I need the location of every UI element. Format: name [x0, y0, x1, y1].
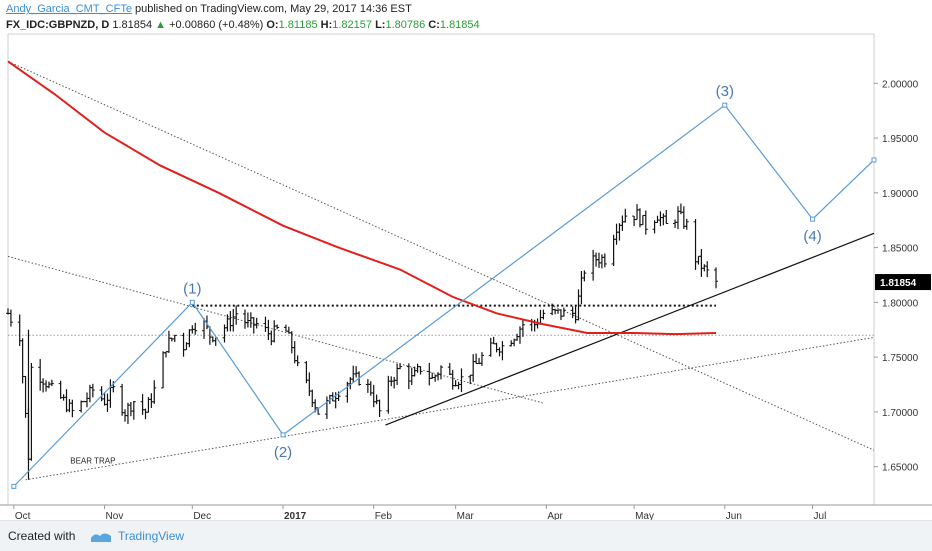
trendline — [25, 336, 875, 481]
wave-count-path — [13, 104, 875, 487]
trendline — [7, 255, 544, 404]
change-value: +0.00860 (+0.48%) — [169, 19, 264, 31]
x-tick-label: Nov — [106, 511, 124, 520]
chart-header: Andy_Garcia_CMT_CFTe published on Tradin… — [6, 2, 926, 32]
last-price-tag-label: 1.81854 — [880, 278, 917, 289]
price-chart[interactable]: 2.00000 1.95000 1.90000 1.85000 1.80000 1.750… — [0, 0, 932, 520]
open-label: O: — [266, 19, 279, 31]
close-label: C: — [428, 19, 440, 31]
wave-label: (3) — [716, 83, 734, 100]
y-tick-label: 1.95000 — [882, 134, 919, 145]
x-tick-label: 2017 — [284, 511, 307, 520]
last-price: 1.81854 — [112, 19, 153, 31]
published-text: published on TradingView.com, May 29, 20… — [135, 3, 412, 15]
x-tick-label: Mar — [457, 511, 475, 520]
symbol-line: FX_IDC:GBPNZD, D 1.81854 ▲ +0.00860 (+0.… — [6, 18, 926, 32]
low-value: 1.80786 — [385, 19, 426, 31]
created-with-label: Created with — [8, 529, 76, 543]
y-tick-label: 1.70000 — [882, 408, 919, 419]
x-tick-label: Oct — [15, 511, 31, 520]
trendline — [7, 60, 875, 451]
wave-point-marker — [11, 483, 17, 489]
moving-average-line — [7, 60, 717, 336]
author-link[interactable]: Andy_Garcia_CMT_CFTe — [6, 3, 132, 15]
wave-label: (2) — [274, 444, 292, 461]
x-tick-label: Dec — [193, 511, 211, 520]
x-tick-label: Jul — [814, 511, 827, 520]
x-tick-label: Apr — [547, 511, 563, 520]
y-tick-label: 1.85000 — [882, 244, 919, 255]
high-value: 1.82157 — [332, 19, 372, 31]
wave-point-marker — [810, 216, 816, 222]
x-tick-label: Jun — [726, 511, 742, 520]
wave-point-marker — [871, 157, 877, 163]
tradingview-logo-icon — [91, 533, 111, 542]
low-label: L: — [375, 19, 386, 31]
publisher-line: Andy_Garcia_CMT_CFTe published on Tradin… — [6, 2, 926, 16]
last-price-tag — [875, 274, 931, 291]
tradingview-brand-link[interactable]: TradingView — [118, 529, 185, 543]
plot-frame — [7, 33, 875, 506]
y-tick-label: 1.90000 — [882, 189, 919, 200]
open-value: 1.81185 — [278, 19, 318, 31]
wave-label: (4) — [803, 228, 821, 245]
wave-point-marker — [280, 432, 286, 438]
x-tick-label: May — [635, 511, 654, 520]
high-label: H: — [320, 19, 333, 31]
symbol-label: FX_IDC:GBPNZD, D — [6, 19, 110, 31]
trendline — [385, 232, 875, 426]
y-tick-label: 1.65000 — [882, 463, 919, 474]
close-value: 1.81854 — [439, 19, 480, 31]
wave-label: (1) — [183, 280, 201, 297]
up-arrow-icon: ▲ — [155, 19, 167, 31]
y-tick-label: 1.75000 — [882, 353, 919, 364]
y-tick-label: 1.80000 — [882, 298, 919, 309]
y-tick-label: 2.00000 — [882, 79, 919, 90]
x-tick-label: Feb — [375, 511, 393, 520]
footer-bar: Created with TradingView — [0, 520, 932, 551]
annotation-label: BEAR TRAP — [70, 456, 115, 465]
wave-point-marker — [722, 102, 728, 108]
wave-point-marker — [189, 299, 195, 305]
